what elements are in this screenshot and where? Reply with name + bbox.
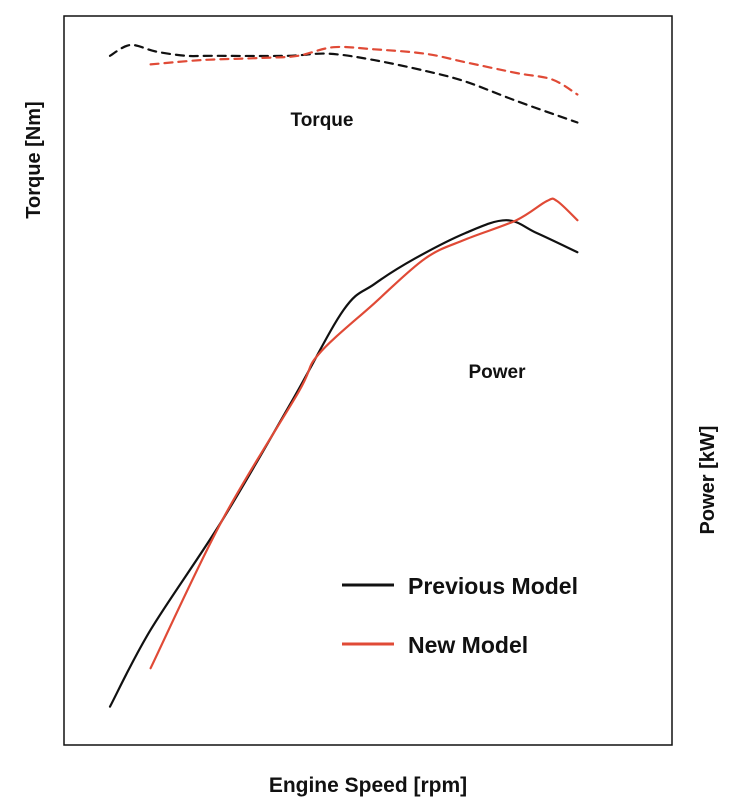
y-axis-left-title: Torque [Nm] <box>23 101 45 218</box>
power-curve-label: Power <box>468 362 526 383</box>
y-axis-right-title: Power [kW] <box>697 426 719 535</box>
series-layer <box>108 43 579 708</box>
plot-frame <box>63 15 673 746</box>
legend-label-previous-model: Previous Model <box>408 573 578 599</box>
legend: Previous Model New Model <box>342 573 578 658</box>
torque-curve-label: Torque <box>291 110 354 131</box>
power-curve-previous-model <box>108 219 579 708</box>
power-curve-new-model <box>149 197 579 670</box>
legend-label-new-model: New Model <box>408 632 528 658</box>
x-axis-title: Engine Speed [rpm] <box>269 774 467 797</box>
torque-curve-new-model <box>149 45 579 96</box>
torque-curve-previous-model <box>108 43 579 124</box>
